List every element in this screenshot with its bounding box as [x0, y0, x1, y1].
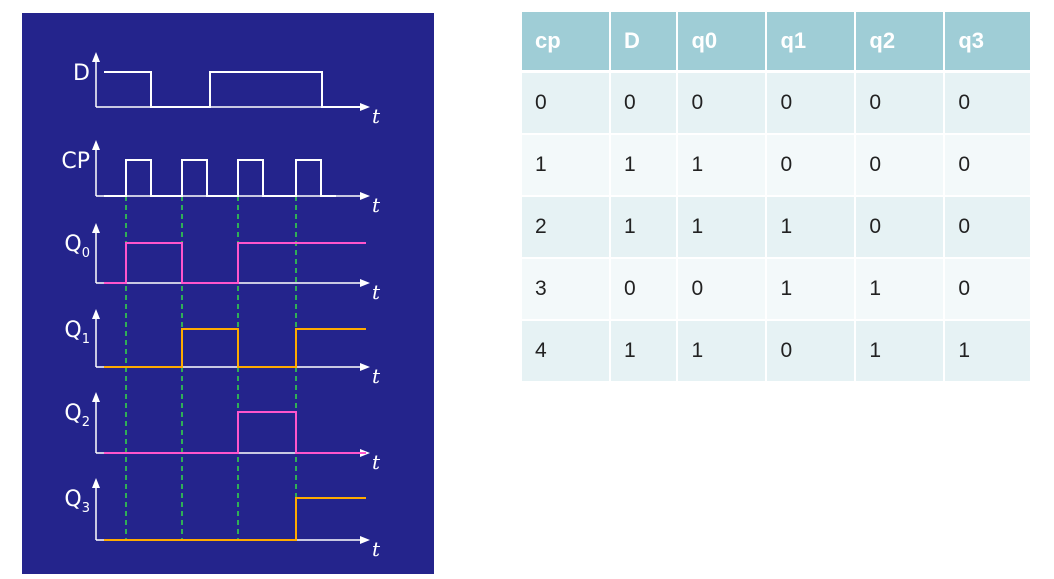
waveform-q2 — [104, 411, 366, 454]
table-cell-cp: 4 — [522, 321, 611, 383]
table-cell-q3: 0 — [945, 135, 1030, 197]
table-header-D: D — [610, 12, 679, 73]
table-cell-q3: 0 — [945, 259, 1030, 321]
table-header-q3: q3 — [945, 12, 1030, 73]
table-cell-cp: 1 — [522, 135, 611, 197]
table-cell-D: 0 — [610, 73, 679, 135]
table-cell-q2: 0 — [856, 197, 946, 259]
table-header-cp: cp — [522, 12, 611, 73]
axis-arrow-icon — [92, 140, 100, 150]
table-cell-q3: 0 — [945, 197, 1030, 259]
table-cell-D: 1 — [610, 135, 679, 197]
axis-arrow-icon — [92, 223, 100, 233]
table-header-q1: q1 — [767, 12, 857, 73]
signal-label: D — [73, 61, 90, 86]
t-label: t — [372, 364, 381, 388]
table-cell-q0: 0 — [678, 73, 768, 135]
table-cell-q3: 1 — [945, 321, 1030, 383]
table-cell-q1: 0 — [767, 135, 857, 197]
waveform-cp — [104, 159, 336, 197]
table-cell-q1: 1 — [767, 259, 857, 321]
waveform-d — [104, 71, 366, 108]
table-cell-q0: 1 — [678, 197, 768, 259]
t-label: t — [372, 280, 381, 304]
table-cell-q2: 1 — [856, 259, 946, 321]
axis-arrow-icon — [92, 392, 100, 402]
signal-label: Q2 — [64, 401, 90, 430]
table-cell-D: 1 — [610, 321, 679, 383]
table-cell-q1: 0 — [767, 321, 857, 383]
table-cell-q0: 1 — [678, 135, 768, 197]
table-cell-q2: 0 — [856, 73, 946, 135]
signal-label: Q1 — [64, 318, 90, 347]
table-cell-q1: 1 — [767, 197, 857, 259]
table-header-q2: q2 — [856, 12, 946, 73]
axis-arrow-icon — [360, 536, 370, 544]
signal-label: Q0 — [64, 232, 90, 261]
table-cell-D: 0 — [610, 259, 679, 321]
table-cell-q0: 0 — [678, 259, 768, 321]
waveform-q3 — [104, 497, 366, 541]
timing-diagram: t Dt CP t Q0 t Q1 t Q2 t Q3 — [61, 52, 381, 561]
table-cell-q2: 0 — [856, 135, 946, 197]
axis-arrow-icon — [92, 478, 100, 488]
axis-arrow-icon — [92, 52, 100, 62]
axis-arrow-icon — [360, 192, 370, 200]
t-label: t — [372, 450, 381, 474]
t-label: t — [372, 537, 381, 561]
table-cell-cp: 2 — [522, 197, 611, 259]
axis-arrow-icon — [360, 279, 370, 287]
waveform-q0 — [104, 242, 366, 284]
table-cell-cp: 0 — [522, 73, 611, 135]
table-cell-q1: 0 — [767, 73, 857, 135]
t-label: t — [372, 193, 381, 217]
table-cell-cp: 3 — [522, 259, 611, 321]
table-cell-D: 1 — [610, 197, 679, 259]
axis-arrow-icon — [92, 309, 100, 319]
axis-arrow-icon — [360, 363, 370, 371]
waveform-q1 — [104, 328, 366, 368]
table-header-q0: q0 — [678, 12, 768, 73]
t-label: t — [372, 104, 381, 128]
signal-label: Q3 — [64, 487, 90, 516]
table-cell-q3: 0 — [945, 73, 1030, 135]
signal-label: CP — [61, 149, 90, 174]
table-cell-q2: 1 — [856, 321, 946, 383]
table-cell-q0: 1 — [678, 321, 768, 383]
